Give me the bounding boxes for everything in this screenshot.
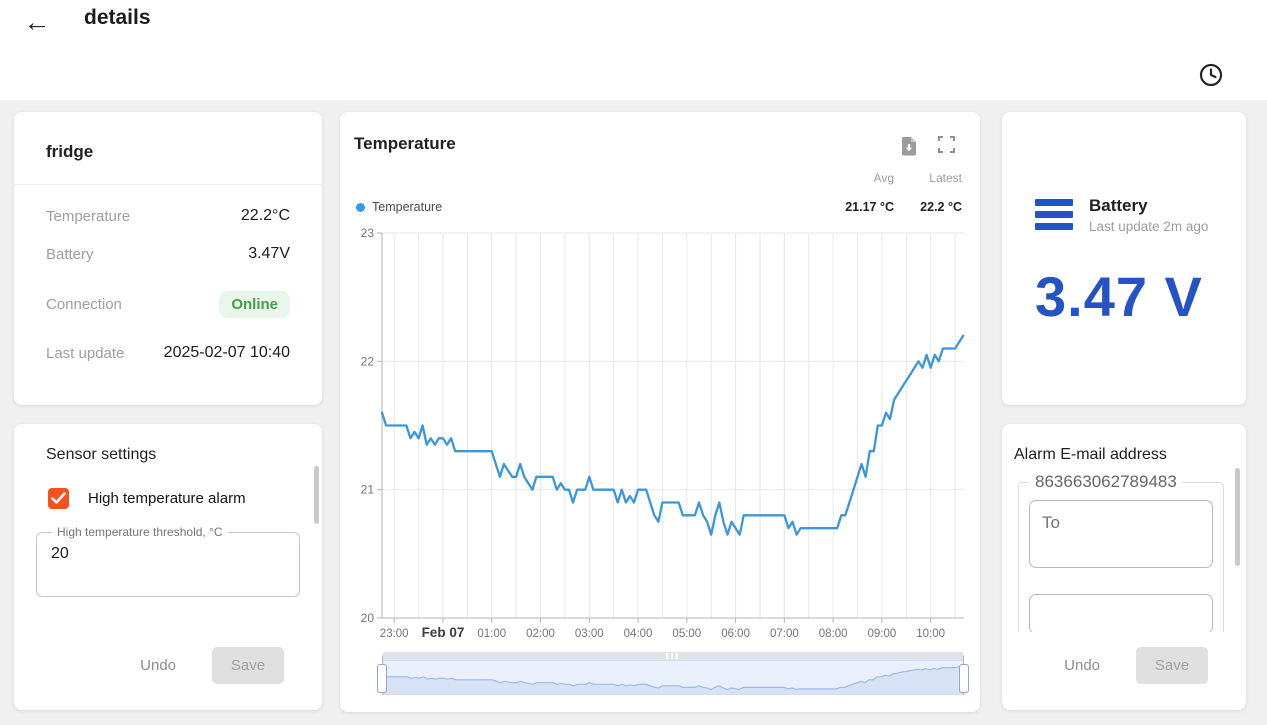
top-app-bar: ← details	[0, 0, 1267, 100]
legend-column-headers: Avg Latest	[834, 171, 962, 185]
device-id-label: 863663062789483	[1035, 472, 1177, 491]
svg-text:23:00: 23:00	[380, 628, 409, 640]
last-update-label: Last update	[46, 344, 125, 362]
temperature-line-chart[interactable]: 20 21 22 23 23:00 Feb 07 01:00 02:00 03:00 04:00 0…	[354, 226, 966, 650]
device-name: fridge	[46, 142, 94, 161]
temperature-chart-card: Temperature Avg Latest Temperature 21.17…	[340, 112, 980, 712]
undo-button[interactable]: Undo	[140, 657, 176, 674]
brush-right-handle[interactable]	[959, 664, 969, 693]
brush-drag-bar[interactable]	[382, 652, 964, 660]
svg-text:22: 22	[361, 354, 375, 368]
alarm-email-card: Alarm E-mail address 863663062789483 Und…	[1002, 424, 1246, 710]
brush-preview-area[interactable]	[382, 660, 964, 695]
series-dot-icon	[356, 202, 365, 212]
latest-header: Latest	[929, 171, 962, 185]
battery-voltage-value: 3.47 V	[1035, 265, 1203, 328]
last-update-value: 2025-02-07 10:40	[163, 344, 290, 361]
threshold-input[interactable]	[47, 539, 289, 569]
high-temp-alarm-checkbox-row[interactable]: High temperature alarm	[48, 488, 302, 509]
checkbox-checked-icon[interactable]	[48, 488, 69, 509]
battery-level-icon	[1035, 196, 1073, 235]
save-button[interactable]: Save	[1136, 647, 1208, 684]
svg-text:23: 23	[361, 226, 375, 240]
latest-value: 22.2 °C	[920, 200, 962, 214]
sensor-settings-card: Sensor settings High temperature alarm H…	[14, 424, 322, 710]
brush-grip-icon	[666, 653, 680, 659]
undo-button[interactable]: Undo	[1064, 657, 1100, 674]
export-file-icon[interactable]	[900, 136, 918, 156]
email-to-input[interactable]	[1042, 513, 1200, 533]
email-second-field[interactable]	[1029, 594, 1213, 632]
threshold-field-label: High temperature threshold, °C	[57, 525, 223, 539]
email-to-box[interactable]	[1029, 500, 1213, 568]
temperature-label: Temperature	[46, 207, 131, 225]
connection-row: Connection Online	[46, 291, 290, 318]
battery-card-title: Battery	[1089, 196, 1148, 215]
avg-value: 21.17 °C	[845, 200, 894, 214]
svg-text:21: 21	[361, 483, 375, 497]
time-range-brush[interactable]	[377, 652, 969, 695]
sensor-settings-title: Sensor settings	[46, 446, 157, 463]
divider	[14, 184, 322, 185]
status-badge: Online	[219, 291, 290, 318]
back-arrow-icon[interactable]: ←	[23, 7, 51, 37]
device-summary-card: fridge Temperature 22.2°C Battery 3.47V …	[14, 112, 322, 405]
svg-text:03:00: 03:00	[575, 628, 604, 640]
time-window-clock-icon[interactable]	[1198, 62, 1224, 88]
legend-row[interactable]: Temperature 21.17 °C 22.2 °C	[356, 200, 962, 214]
svg-text:08:00: 08:00	[819, 628, 848, 640]
svg-text:04:00: 04:00	[624, 628, 653, 640]
brush-left-handle[interactable]	[377, 664, 387, 693]
svg-text:05:00: 05:00	[672, 628, 701, 640]
scrollbar-thumb[interactable]	[1235, 468, 1240, 566]
last-update-row: Last update 2025-02-07 10:40	[46, 344, 290, 362]
alarm-email-title: Alarm E-mail address	[1014, 446, 1167, 463]
high-temp-alarm-label: High temperature alarm	[88, 490, 246, 507]
battery-value: 3.47V	[248, 245, 290, 262]
save-button[interactable]: Save	[212, 647, 284, 684]
battery-value-card: Battery Last update 2m ago 3.47 V	[1002, 112, 1246, 405]
svg-text:06:00: 06:00	[721, 628, 750, 640]
threshold-fieldset: High temperature threshold, °C	[36, 525, 300, 597]
connection-label: Connection	[46, 296, 122, 313]
svg-text:20: 20	[361, 611, 375, 625]
svg-text:09:00: 09:00	[868, 628, 897, 640]
sensor-settings-actions: Undo Save	[136, 647, 284, 684]
battery-last-update: Last update 2m ago	[1089, 219, 1209, 234]
fullscreen-icon[interactable]	[938, 136, 956, 156]
page-title: details	[84, 6, 151, 29]
chart-title: Temperature	[354, 134, 456, 153]
temperature-row: Temperature 22.2°C	[46, 207, 290, 225]
svg-text:01:00: 01:00	[477, 628, 506, 640]
svg-text:10:00: 10:00	[916, 628, 945, 640]
svg-text:02:00: 02:00	[526, 628, 555, 640]
avg-header: Avg	[873, 171, 894, 185]
svg-text:07:00: 07:00	[770, 628, 799, 640]
svg-text:Feb 07: Feb 07	[422, 625, 465, 640]
temperature-value: 22.2°C	[240, 207, 290, 224]
series-name: Temperature	[372, 200, 443, 214]
email-form-scroll-area[interactable]: 863663062789483	[1014, 464, 1226, 632]
battery-label: Battery	[46, 245, 94, 263]
battery-row: Battery 3.47V	[46, 245, 290, 263]
device-id-fieldset: 863663062789483	[1018, 472, 1224, 632]
email-actions: Undo Save	[1060, 647, 1208, 684]
scrollbar-thumb[interactable]	[314, 466, 319, 524]
